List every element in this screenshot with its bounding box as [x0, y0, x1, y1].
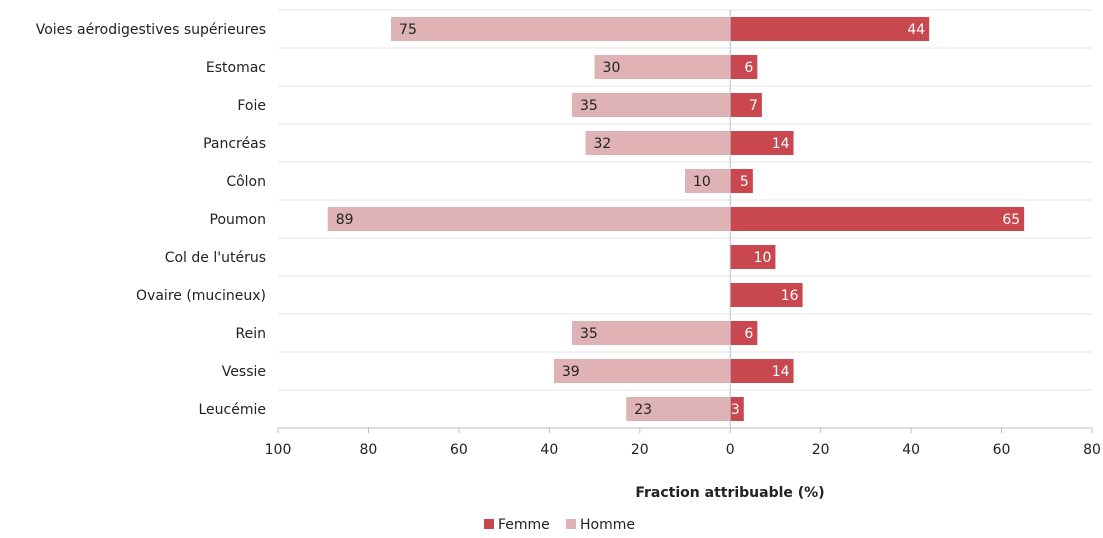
bar-homme-leucemie [626, 397, 731, 421]
x-tick-label: 0 [726, 442, 735, 458]
value-label-femme-foie: 7 [749, 98, 758, 114]
bar-femme-poumon [730, 207, 1025, 231]
category-label-poumon: Poumon [210, 212, 266, 228]
value-label-femme-col-de-l-uterus: 10 [754, 250, 772, 266]
x-axis-title: Fraction attribuable (%) [635, 485, 824, 501]
value-label-homme-rein: 35 [580, 326, 598, 342]
value-label-femme-poumon: 65 [1002, 212, 1020, 228]
value-label-homme-vessie: 39 [562, 364, 580, 380]
category-label-col-de-l-uterus: Col de l'utérus [165, 250, 266, 266]
x-tick-label: 40 [902, 442, 920, 458]
value-label-femme-estomac: 6 [744, 60, 753, 76]
bar-femme-col-de-l-uterus [730, 245, 776, 269]
value-label-femme-ovaire-mucineux: 16 [781, 288, 799, 304]
x-tick-label: 60 [993, 442, 1011, 458]
value-label-femme-leucemie: 3 [731, 402, 740, 418]
category-label-foie: Foie [237, 98, 266, 114]
x-tick-label: 80 [1083, 442, 1101, 458]
value-label-homme-colon: 10 [693, 174, 711, 190]
bar-femme-ovaire-mucineux [730, 283, 803, 307]
bars [327, 17, 1025, 421]
x-tick-label: 60 [450, 442, 468, 458]
value-label-homme-leucemie: 23 [634, 402, 652, 418]
bar-homme-colon [685, 169, 731, 193]
category-label-ovaire-mucineux: Ovaire (mucineux) [136, 288, 266, 304]
category-label-rein: Rein [236, 326, 266, 342]
bar-femme-voies-aerodigestives-superieures [730, 17, 930, 41]
bar-femme-foie [730, 93, 762, 117]
category-label-estomac: Estomac [206, 60, 266, 76]
value-label-homme-pancreas: 32 [594, 136, 612, 152]
bar-homme-voies-aerodigestives-superieures [391, 17, 731, 41]
legend-label-femme: Femme [498, 517, 550, 533]
value-label-homme-foie: 35 [580, 98, 598, 114]
x-tick-label: 100 [265, 442, 292, 458]
value-label-femme-colon: 5 [740, 174, 749, 190]
bar-femme-rein [730, 321, 758, 345]
category-label-vessie: Vessie [222, 364, 266, 380]
bar-femme-vessie [730, 359, 794, 383]
bar-femme-pancreas [730, 131, 794, 155]
value-label-femme-pancreas: 14 [772, 136, 790, 152]
labels: Voies aérodigestives supérieures 75 44Esto… [36, 22, 1020, 418]
value-label-femme-rein: 6 [744, 326, 753, 342]
category-label-leucemie: Leucémie [199, 402, 267, 418]
bar-femme-estomac [730, 55, 758, 79]
bar-homme-rein [571, 321, 731, 345]
x-tick-label: 80 [360, 442, 378, 458]
value-label-femme-voies-aerodigestives-superieures: 44 [907, 22, 925, 38]
bar-homme-estomac [594, 55, 731, 79]
category-label-colon: Côlon [226, 174, 266, 190]
legend-label-homme: Homme [580, 517, 635, 533]
bar-femme-colon [730, 169, 753, 193]
axes: 100 80 60 40 20 0 20 40 60 80 [265, 10, 1101, 458]
category-label-voies-aerodigestives-superieures: Voies aérodigestives supérieures [36, 22, 266, 38]
value-label-homme-poumon: 89 [336, 212, 354, 228]
x-tick-label: 20 [812, 442, 830, 458]
legend: Femme Homme [484, 517, 635, 533]
category-label-pancreas: Pancréas [203, 136, 266, 152]
legend-swatch-femme [484, 519, 494, 529]
bar-homme-vessie [553, 359, 731, 383]
legend-swatch-homme [566, 519, 576, 529]
bar-homme-poumon [327, 207, 731, 231]
value-label-femme-vessie: 14 [772, 364, 790, 380]
x-tick-label: 20 [631, 442, 649, 458]
value-label-homme-voies-aerodigestives-superieures: 75 [399, 22, 417, 38]
bar-homme-pancreas [585, 131, 731, 155]
bar-homme-foie [571, 93, 731, 117]
bar-femme-leucemie [730, 397, 744, 421]
x-tick-label: 40 [540, 442, 558, 458]
value-label-homme-estomac: 30 [603, 60, 621, 76]
